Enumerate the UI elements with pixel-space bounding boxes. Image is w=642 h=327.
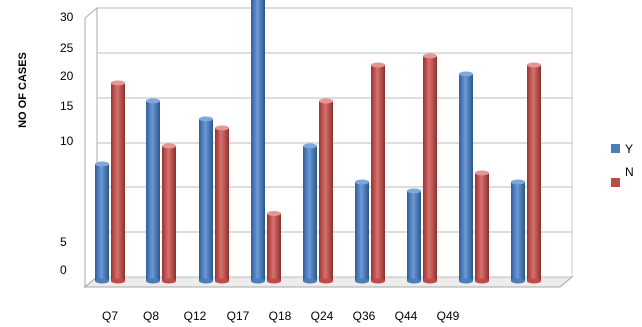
bar-y-base bbox=[407, 278, 421, 284]
bar-n-cap bbox=[162, 143, 176, 149]
bar-n-base bbox=[111, 278, 125, 284]
y-tick-label: 5 bbox=[60, 235, 67, 249]
bar-n bbox=[475, 173, 489, 281]
bar-y-base bbox=[146, 278, 160, 284]
bar-n bbox=[527, 65, 541, 281]
y-tick-label: 0 bbox=[60, 263, 67, 277]
bar-y bbox=[95, 164, 109, 281]
bar-n bbox=[267, 213, 281, 281]
bar-y-base bbox=[459, 278, 473, 284]
bar-y-cap bbox=[146, 98, 160, 104]
bar-y-cap bbox=[459, 71, 473, 77]
bar-n-base bbox=[527, 278, 541, 284]
bar-n bbox=[423, 56, 437, 281]
bar-n-cap bbox=[111, 80, 125, 86]
legend-label-y: Y bbox=[625, 142, 633, 156]
bar-y-base bbox=[303, 278, 317, 284]
bar-n-cap bbox=[423, 53, 437, 59]
x-tick-label: Q8 bbox=[143, 309, 159, 323]
bar-n bbox=[319, 101, 333, 281]
x-axis: Q7 Q8 Q12 Q17 Q18 Q24 Q36 Q44 Q49 bbox=[102, 309, 460, 323]
y-axis: 30 25 20 15 10 5 0 bbox=[60, 10, 74, 277]
bar-y-cap bbox=[95, 161, 109, 167]
bar-y-base bbox=[511, 278, 525, 284]
bar-n-cap bbox=[267, 211, 281, 216]
bar-y bbox=[511, 182, 525, 281]
bar-n-base bbox=[475, 278, 489, 284]
bar-y bbox=[459, 74, 473, 281]
legend-label-n: N bbox=[625, 165, 634, 179]
bar-y-cap bbox=[303, 143, 317, 149]
bar-n-base bbox=[215, 278, 229, 284]
bar-n-cap bbox=[319, 98, 333, 104]
x-tick-label: Q18 bbox=[269, 309, 292, 323]
bar-y-cap bbox=[511, 179, 525, 185]
bar-n bbox=[215, 128, 229, 281]
bar-n-cap bbox=[371, 62, 385, 68]
y-axis-label: NO OF CASES bbox=[17, 52, 29, 128]
bar-y-cap bbox=[355, 179, 369, 185]
bar-y-base bbox=[95, 278, 109, 284]
bar-n-base bbox=[371, 278, 385, 284]
x-tick-label: Q7 bbox=[102, 309, 118, 323]
x-tick-label: Q36 bbox=[353, 309, 376, 323]
y-tick-label: 20 bbox=[60, 69, 74, 83]
bar-y-base bbox=[355, 278, 369, 284]
x-tick-label: Q44 bbox=[395, 309, 418, 323]
x-tick-label: Q49 bbox=[437, 309, 460, 323]
x-tick-label: Q24 bbox=[311, 309, 334, 323]
y-tick-label: 30 bbox=[60, 10, 74, 24]
y-tick-label: 10 bbox=[60, 134, 74, 148]
x-tick-label: Q17 bbox=[227, 309, 250, 323]
bar-y bbox=[146, 101, 160, 281]
y-tick-label: 25 bbox=[60, 41, 74, 55]
bar-n-cap bbox=[527, 62, 541, 68]
legend-swatch-y bbox=[611, 144, 620, 153]
bar-y-base bbox=[251, 278, 265, 284]
bar-n-cap bbox=[215, 125, 229, 131]
bar-y bbox=[407, 191, 421, 281]
bar-y bbox=[251, 0, 265, 281]
bar-y-cap bbox=[407, 188, 421, 194]
bar-y bbox=[303, 146, 317, 281]
bar-y-base bbox=[199, 278, 213, 284]
y-tick-label: 15 bbox=[60, 99, 74, 113]
x-tick-label: Q12 bbox=[184, 309, 207, 323]
bar-n bbox=[162, 146, 176, 281]
bar-y-cap bbox=[199, 116, 213, 122]
legend: Y N bbox=[611, 142, 634, 187]
gridlines bbox=[97, 7, 572, 278]
bar-y bbox=[355, 182, 369, 281]
bar-n-base bbox=[423, 278, 437, 284]
bar-n-cap bbox=[475, 170, 489, 176]
bar-y bbox=[199, 119, 213, 281]
bar-n bbox=[111, 83, 125, 281]
bars bbox=[95, 0, 541, 284]
bar-n-base bbox=[267, 278, 281, 284]
bar-n-base bbox=[319, 278, 333, 284]
bar-n bbox=[371, 65, 385, 281]
legend-swatch-n bbox=[611, 178, 620, 187]
bar-n-base bbox=[162, 278, 176, 284]
